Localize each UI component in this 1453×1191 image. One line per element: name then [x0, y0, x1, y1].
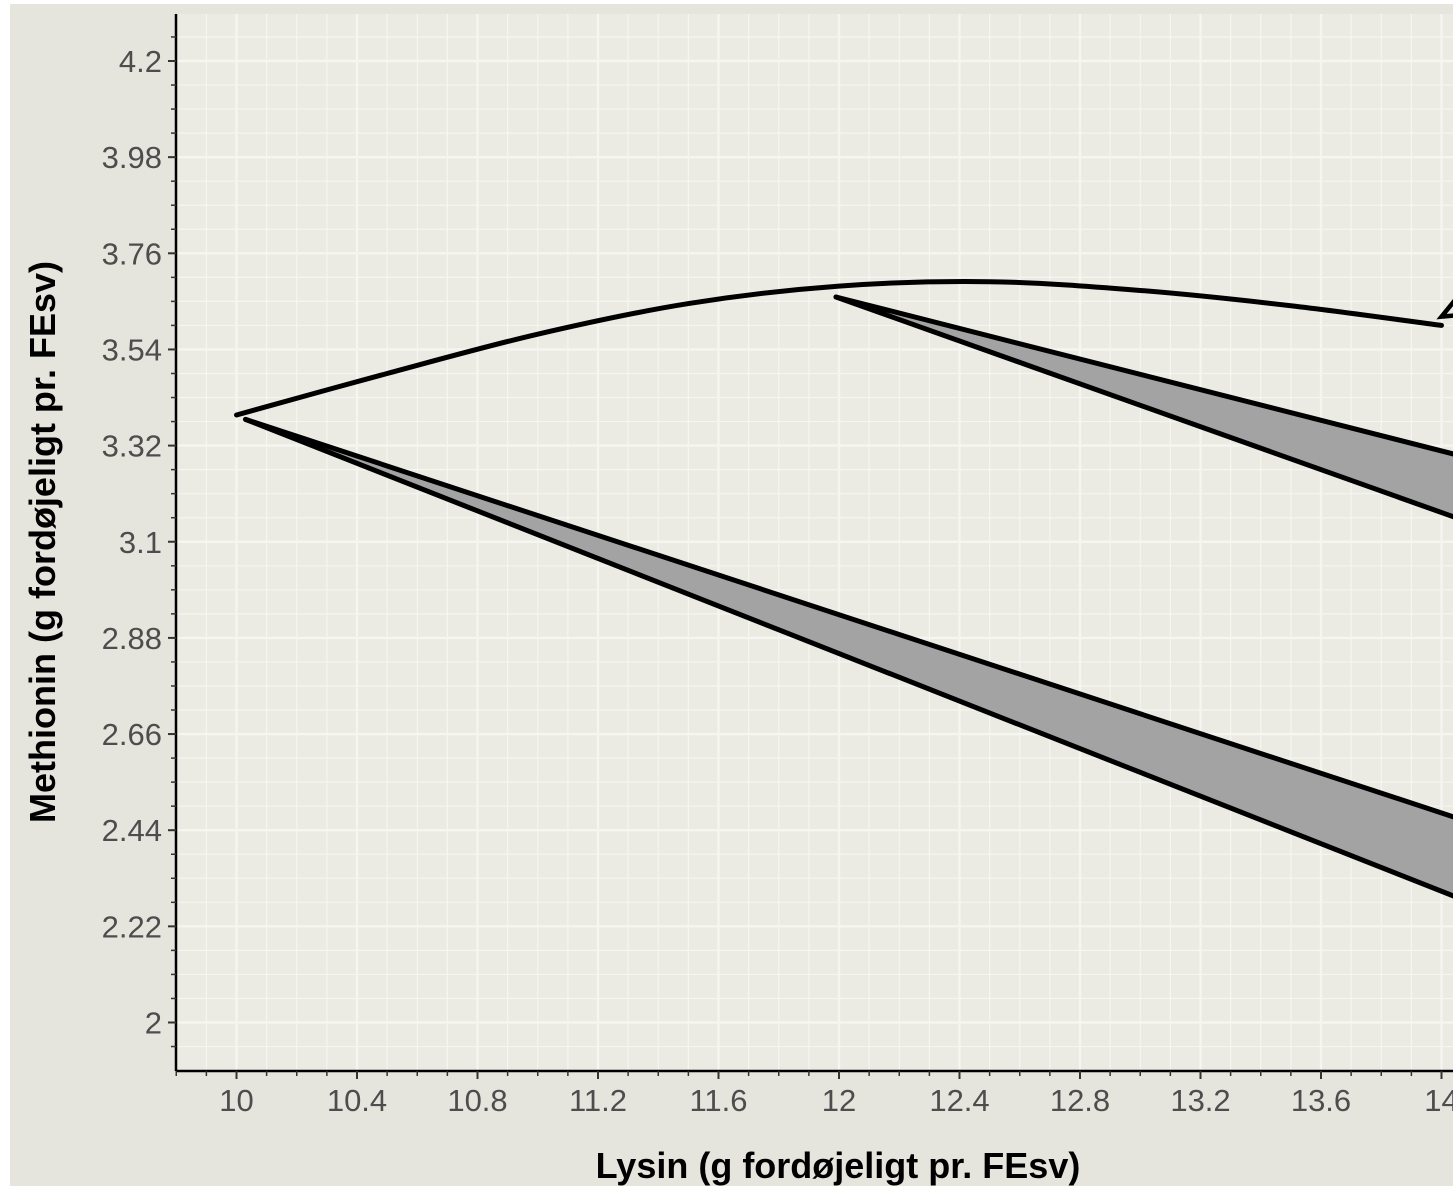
y-tick-label: 2.44 — [102, 813, 162, 848]
y-tick-label: 3.76 — [102, 236, 162, 271]
x-tick-label: 12 — [822, 1083, 856, 1118]
y-tick-label: 3.54 — [102, 332, 162, 367]
y-axis-title: Methionin (g fordøjeligt pr. FEsv) — [22, 261, 63, 823]
x-tick-label: 11.6 — [689, 1083, 747, 1118]
y-tick-label: 3.32 — [102, 429, 162, 464]
x-tick-label: 12.4 — [929, 1083, 989, 1118]
x-tick-label: 12.8 — [1050, 1083, 1110, 1118]
x-tick-label: 10 — [219, 1083, 253, 1118]
x-tick-label: 13.6 — [1291, 1083, 1351, 1118]
x-tick-label: 10.4 — [327, 1083, 387, 1118]
y-tick-label: 4.2 — [119, 44, 162, 79]
y-tick-label: 2.22 — [102, 909, 162, 944]
x-tick-label: 14 — [1424, 1083, 1453, 1118]
y-tick-label: 2.88 — [102, 621, 162, 656]
plot-area: 10 10.4 10.8 11.2 11.6 12 12.4 12.8 13.2 13.6 14 2 2… — [102, 14, 1453, 1118]
x-tick-label: 13.2 — [1170, 1083, 1230, 1118]
y-tick-label: 2.66 — [102, 717, 162, 752]
y-tick-label: 2 — [145, 1006, 162, 1041]
x-tick-label: 11.2 — [569, 1083, 627, 1118]
x-axis-title: Lysin (g fordøjeligt pr. FEsv) — [596, 1145, 1081, 1186]
y-tick-label: 3.1 — [119, 525, 162, 560]
y-tick-label: 3.98 — [102, 140, 162, 175]
x-tick-label: 10.8 — [447, 1083, 507, 1118]
